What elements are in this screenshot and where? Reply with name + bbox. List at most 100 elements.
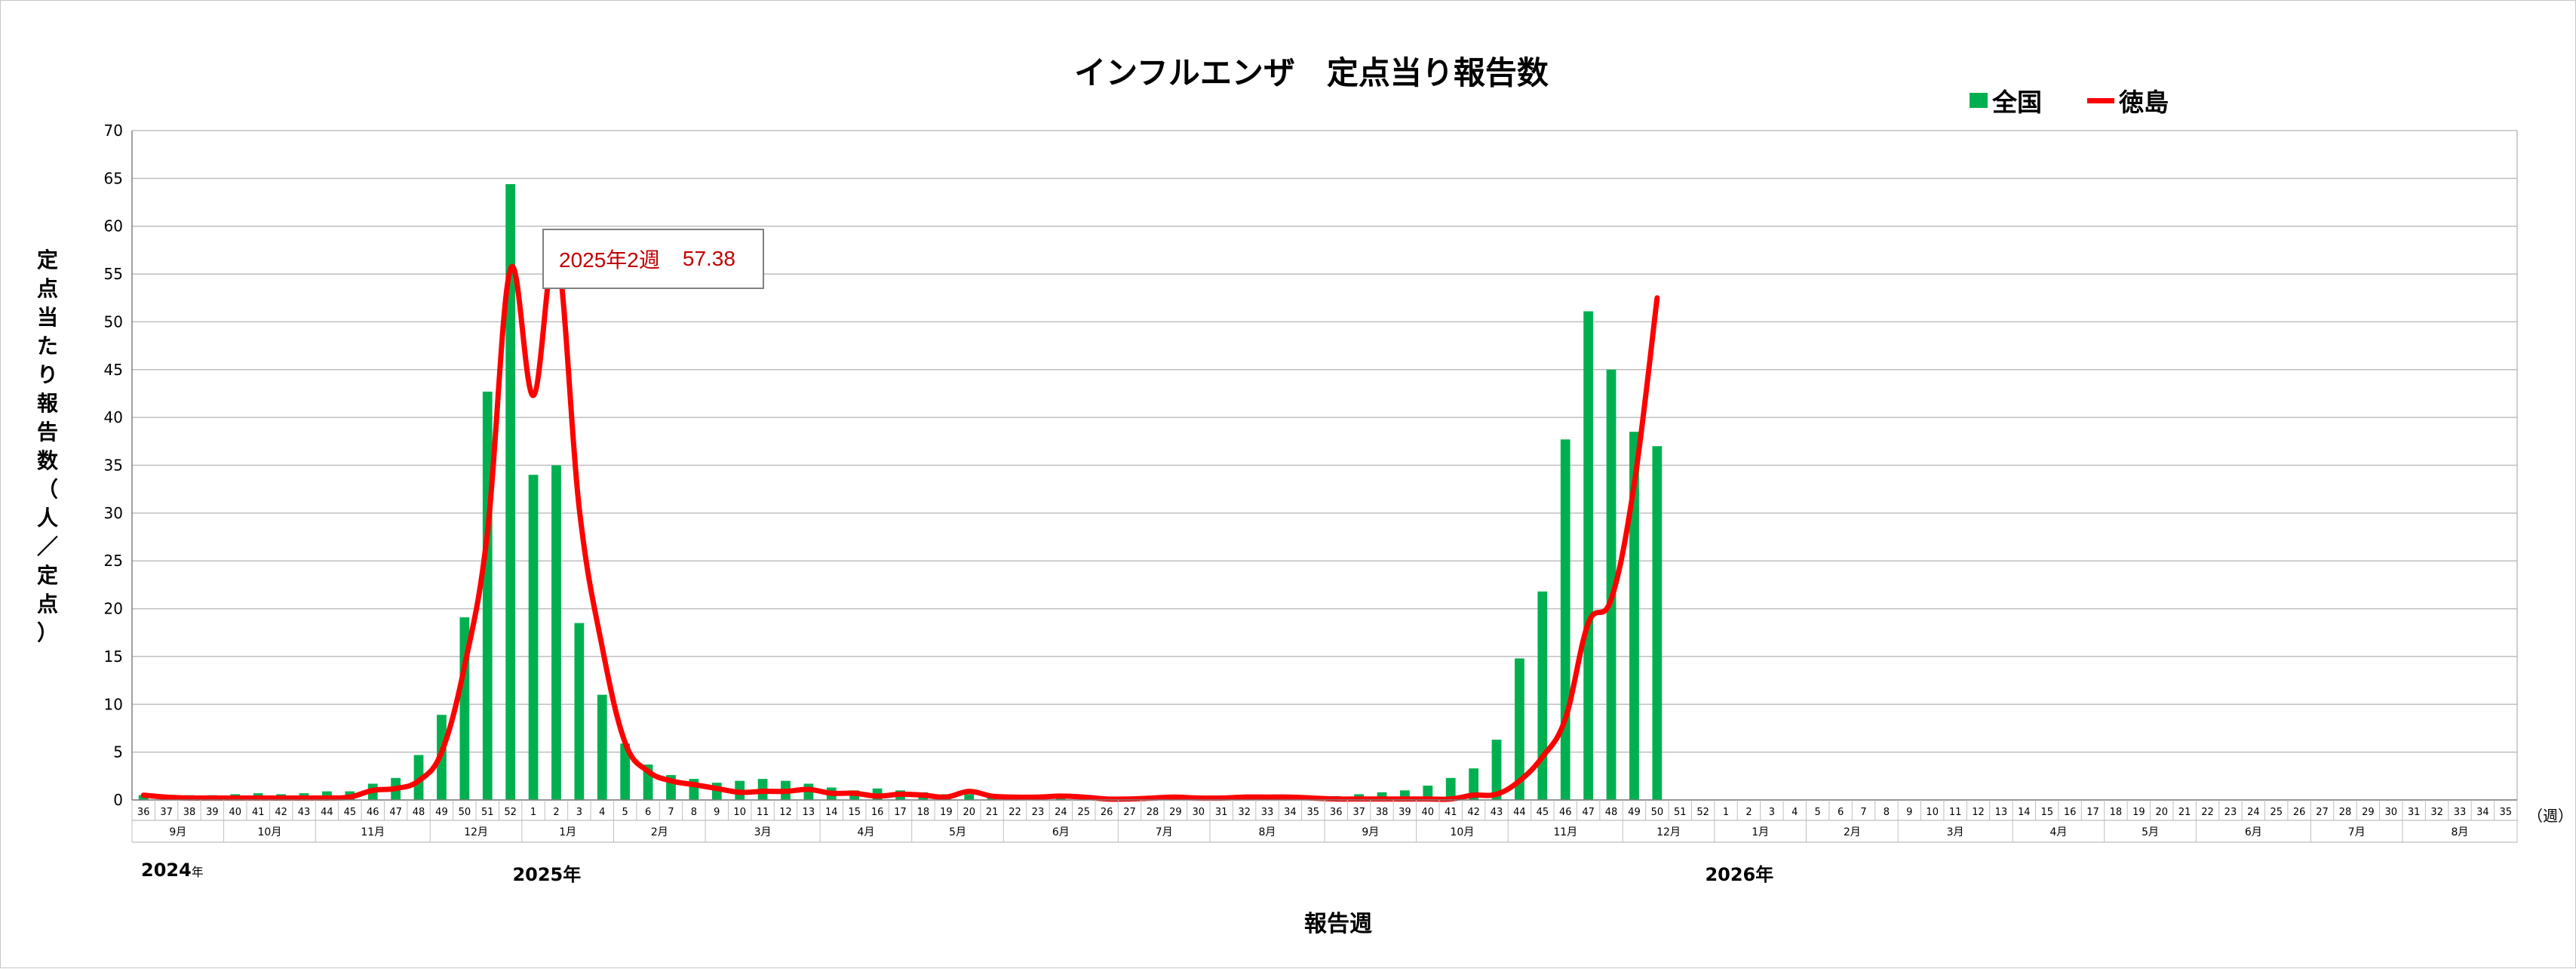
- month-label: 6月: [1052, 826, 1070, 838]
- x-tick-label: 33: [1261, 807, 1274, 818]
- x-tick-label: 7: [1860, 807, 1866, 818]
- x-tick-label: 33: [2454, 807, 2467, 818]
- year-label: 2025年: [512, 864, 582, 885]
- x-tick-label: 50: [459, 807, 471, 818]
- month-label: 4月: [857, 826, 874, 838]
- callout-label: 2025年2週: [559, 248, 660, 272]
- bar-national: [597, 694, 607, 800]
- x-tick-label: 40: [229, 807, 242, 818]
- x-tick-label: 36: [1330, 807, 1343, 818]
- y-tick-label: 5: [113, 743, 123, 761]
- x-tick-label: 21: [986, 807, 999, 818]
- x-tick-label: 25: [2270, 807, 2283, 818]
- legend-swatch-tokushima: [2087, 97, 2114, 103]
- x-tick-label: 1: [1723, 807, 1729, 818]
- x-tick-label: 10: [733, 807, 746, 818]
- x-tick-label: 22: [1009, 807, 1021, 818]
- month-label: 10月: [1451, 826, 1475, 838]
- x-tick-label: 29: [2362, 807, 2375, 818]
- x-tick-label: 30: [1193, 807, 1205, 818]
- bar-national: [482, 391, 493, 800]
- x-tick-label: 49: [435, 807, 448, 818]
- month-label: 3月: [754, 826, 772, 838]
- bar-national: [574, 623, 585, 800]
- y-tick-label: 50: [104, 312, 123, 331]
- bar-national: [964, 794, 975, 800]
- x-tick-label: 29: [1169, 807, 1182, 818]
- x-tick-label: 12: [1972, 807, 1985, 818]
- x-tick-label: 23: [1032, 807, 1045, 818]
- month-label: 12月: [464, 826, 488, 838]
- bar-national: [528, 475, 539, 800]
- month-label: 8月: [1259, 826, 1276, 838]
- x-tick-label: 24: [2247, 807, 2260, 818]
- x-tick-label: 35: [1307, 807, 1320, 818]
- month-label: 11月: [361, 826, 385, 838]
- x-tick-label: 28: [1147, 807, 1159, 818]
- x-tick-label: 21: [2178, 807, 2191, 818]
- legend-swatch-national: [1970, 93, 1988, 108]
- x-tick-label: 13: [803, 807, 815, 818]
- x-tick-label: 20: [2155, 807, 2168, 818]
- y-tick-label: 0: [113, 791, 123, 809]
- x-tick-label: 23: [2224, 807, 2237, 818]
- x-tick-label: 30: [2385, 807, 2398, 818]
- x-tick-label: 38: [1376, 807, 1389, 818]
- x-tick-label: 15: [2040, 807, 2053, 818]
- x-tick-label: 45: [1537, 807, 1549, 818]
- x-tick-label: 19: [2132, 807, 2145, 818]
- x-tick-label: 9: [714, 807, 720, 818]
- month-label: 2月: [1844, 826, 1861, 838]
- x-tick-label: 41: [252, 807, 265, 818]
- month-label: 6月: [2245, 826, 2262, 838]
- y-tick-label: 35: [104, 457, 123, 475]
- x-tick-label: 16: [2064, 807, 2077, 818]
- month-label: 5月: [949, 826, 966, 838]
- y-tick-label: 55: [104, 265, 123, 283]
- legend-label-tokushima: 徳島: [2119, 88, 2169, 117]
- x-axis-unit: （週）: [2528, 807, 2573, 825]
- year-label: 2024年: [141, 860, 204, 881]
- x-tick-label: 28: [2339, 807, 2352, 818]
- legend: 全国 徳島: [1970, 82, 2169, 118]
- x-tick-label: 35: [2500, 807, 2513, 818]
- peak-callout: 2025年2週 57.38: [542, 229, 764, 289]
- bar-national: [620, 743, 631, 800]
- bar-national: [1583, 311, 1594, 800]
- x-tick-label: 47: [1582, 807, 1595, 818]
- x-tick-label: 11: [757, 807, 769, 818]
- bar-national: [551, 465, 561, 800]
- y-tick-label: 25: [104, 552, 123, 570]
- month-label: 3月: [1947, 826, 1964, 838]
- x-tick-label: 13: [1995, 807, 2008, 818]
- x-tick-label: 48: [413, 807, 425, 818]
- x-tick-label: 51: [1674, 807, 1687, 818]
- bar-national: [1469, 768, 1479, 800]
- x-tick-label: 50: [1651, 807, 1664, 818]
- x-tick-label: 37: [1352, 807, 1365, 818]
- x-tick-label: 31: [1215, 807, 1228, 818]
- x-tick-label: 27: [1123, 807, 1136, 818]
- month-label: 7月: [2348, 826, 2366, 838]
- legend-label-national: 全国: [1992, 88, 2042, 117]
- x-tick-label: 46: [367, 807, 379, 818]
- x-tick-label: 26: [2293, 807, 2306, 818]
- x-tick-label: 19: [940, 807, 953, 818]
- x-tick-label: 3: [1769, 807, 1775, 818]
- x-tick-label: 36: [137, 807, 150, 818]
- x-tick-label: 5: [1815, 807, 1821, 818]
- month-label: 9月: [169, 826, 186, 838]
- x-tick-label: 10: [1926, 807, 1939, 818]
- x-tick-label: 11: [1949, 807, 1962, 818]
- y-axis-label: 定点当たり報告数（人／定点）: [36, 248, 58, 645]
- x-tick-label: 38: [183, 807, 196, 818]
- x-tick-label: 52: [1696, 807, 1709, 818]
- bar-national: [1629, 432, 1639, 800]
- month-label: 7月: [1156, 826, 1173, 838]
- bar-national: [1515, 658, 1524, 800]
- month-label: 5月: [2142, 826, 2159, 838]
- x-tick-label: 43: [298, 807, 311, 818]
- x-tick-label: 4: [599, 807, 605, 818]
